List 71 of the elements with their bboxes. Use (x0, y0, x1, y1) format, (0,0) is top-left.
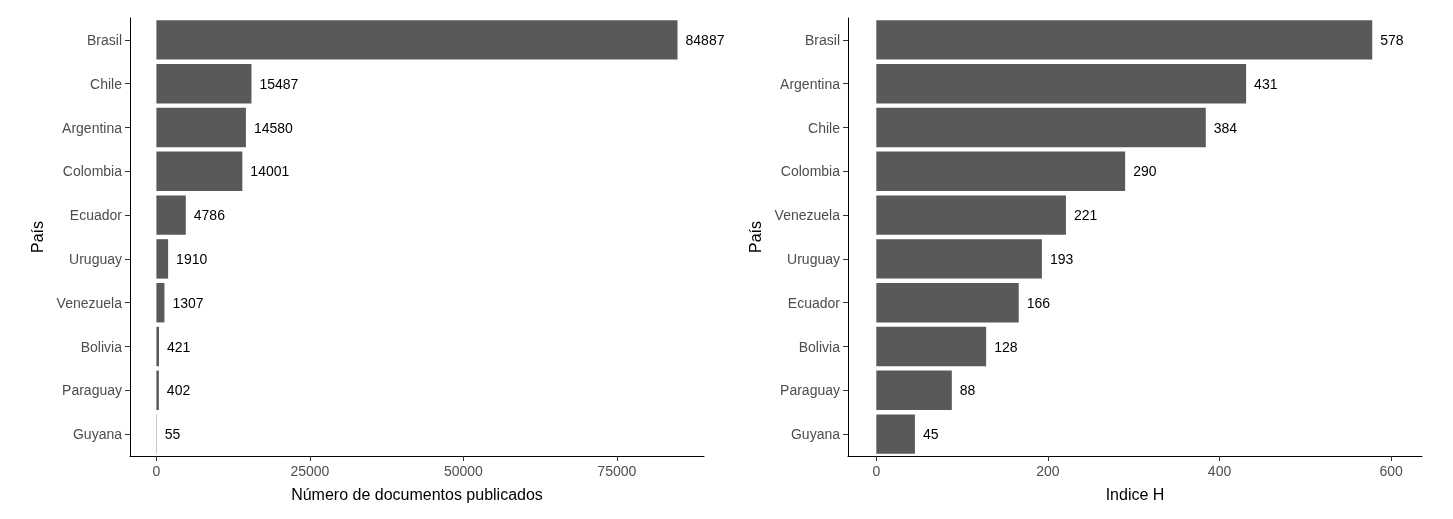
data-label: 193 (1049, 250, 1074, 267)
x-tick-label: 0 (872, 463, 881, 479)
data-label: 15487 (259, 75, 299, 92)
bar (876, 239, 1042, 279)
y-tick-label: Argentina (780, 75, 841, 92)
data-label: 1910 (176, 250, 208, 267)
bar (876, 195, 1066, 235)
y-tick-label: Paraguay (62, 382, 122, 399)
bar (156, 20, 678, 60)
y-tick-label: Chile (90, 75, 123, 92)
y-tick-label: Bolivia (80, 338, 123, 355)
data-label: 1307 (172, 294, 204, 311)
y-tick-label: Uruguay (787, 250, 840, 267)
data-label: 55 (164, 426, 181, 443)
bar (156, 195, 186, 235)
y-tick-label: Colombia (62, 163, 123, 180)
x-tick-label: 200 (1036, 463, 1060, 479)
y-axis-title: País (747, 220, 765, 254)
x-tick-label: 50000 (443, 463, 484, 479)
x-tick-label: 400 (1207, 463, 1232, 479)
data-label: 14001 (250, 163, 290, 180)
data-label: 45 (922, 426, 939, 443)
y-axis-title: País (29, 220, 47, 254)
y-tick-label: Chile (808, 119, 841, 136)
x-tick-label: 600 (1379, 463, 1403, 479)
bar (876, 20, 1373, 60)
bar (156, 282, 165, 323)
x-axis-title: Indice H (1105, 485, 1165, 503)
y-tick-label: Uruguay (69, 250, 122, 267)
bar (156, 107, 246, 148)
bar (156, 239, 169, 279)
data-label: 84887 (685, 31, 725, 48)
y-tick-label: Venezuela (56, 294, 123, 311)
x-tick-label: 75000 (597, 463, 637, 479)
data-label: 4786 (193, 207, 226, 224)
y-tick-label: Guyana (790, 426, 841, 443)
x-axis-title: Número de documentos publicados (291, 485, 543, 503)
data-label: 14580 (253, 119, 294, 136)
y-tick-label: Brasil (804, 31, 840, 48)
bar (156, 63, 252, 104)
bar (156, 370, 159, 411)
data-label: 421 (166, 338, 191, 355)
bar (156, 151, 243, 192)
bar (876, 414, 915, 454)
data-label: 290 (1133, 163, 1157, 180)
data-label: 431 (1254, 75, 1278, 92)
data-label: 578 (1380, 31, 1404, 48)
y-tick-label: Paraguay (780, 382, 840, 399)
y-tick-label: Brasil (86, 31, 122, 48)
data-label: 166 (1026, 294, 1051, 311)
bar (876, 151, 1126, 192)
data-label: 128 (994, 338, 1018, 355)
y-tick-label: Ecuador (69, 207, 123, 224)
y-tick-label: Guyana (72, 426, 123, 443)
bar (876, 63, 1247, 104)
y-tick-label: Argentina (62, 119, 123, 136)
y-tick-label: Colombia (780, 163, 841, 180)
data-label: 88 (959, 382, 976, 399)
data-label: 221 (1073, 207, 1098, 224)
y-tick-label: Venezuela (774, 207, 841, 224)
bar (876, 107, 1206, 148)
bar (876, 370, 952, 411)
bar (876, 326, 987, 367)
x-tick-label: 25000 (290, 463, 330, 479)
data-label: 384 (1213, 119, 1238, 136)
y-tick-label: Ecuador (787, 294, 841, 311)
data-label: 402 (166, 382, 191, 399)
y-tick-label: Bolivia (798, 338, 841, 355)
bar (156, 326, 159, 367)
x-tick-label: 0 (152, 463, 161, 479)
bar (876, 282, 1019, 323)
